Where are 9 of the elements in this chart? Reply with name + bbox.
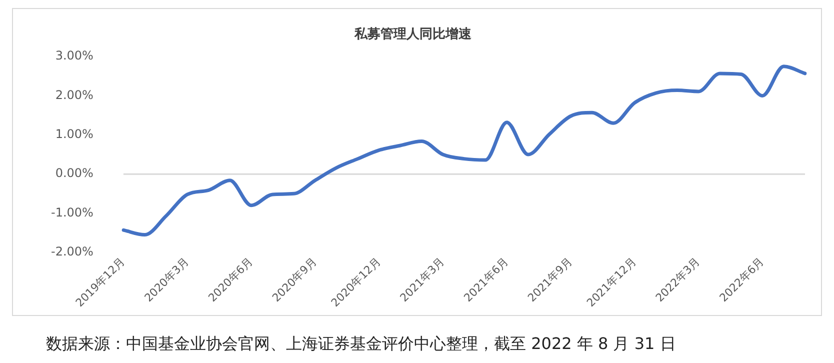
y-tick-label: 3.00% <box>55 48 94 63</box>
y-tick-label: -1.00% <box>51 205 94 220</box>
y-tick-label: 2.00% <box>55 88 94 102</box>
y-tick-label: 0.00% <box>55 166 94 180</box>
line-series <box>122 64 807 237</box>
chart-title: 私募管理人同比增速 <box>354 27 472 42</box>
source-note: 数据来源：中国基金业协会官网、上海证券基金评价中心整理，截至 2022 年 8 月 31 日 <box>46 334 676 355</box>
y-tick-label: -2.00% <box>51 244 94 259</box>
y-tick-label: 1.00% <box>55 127 94 142</box>
